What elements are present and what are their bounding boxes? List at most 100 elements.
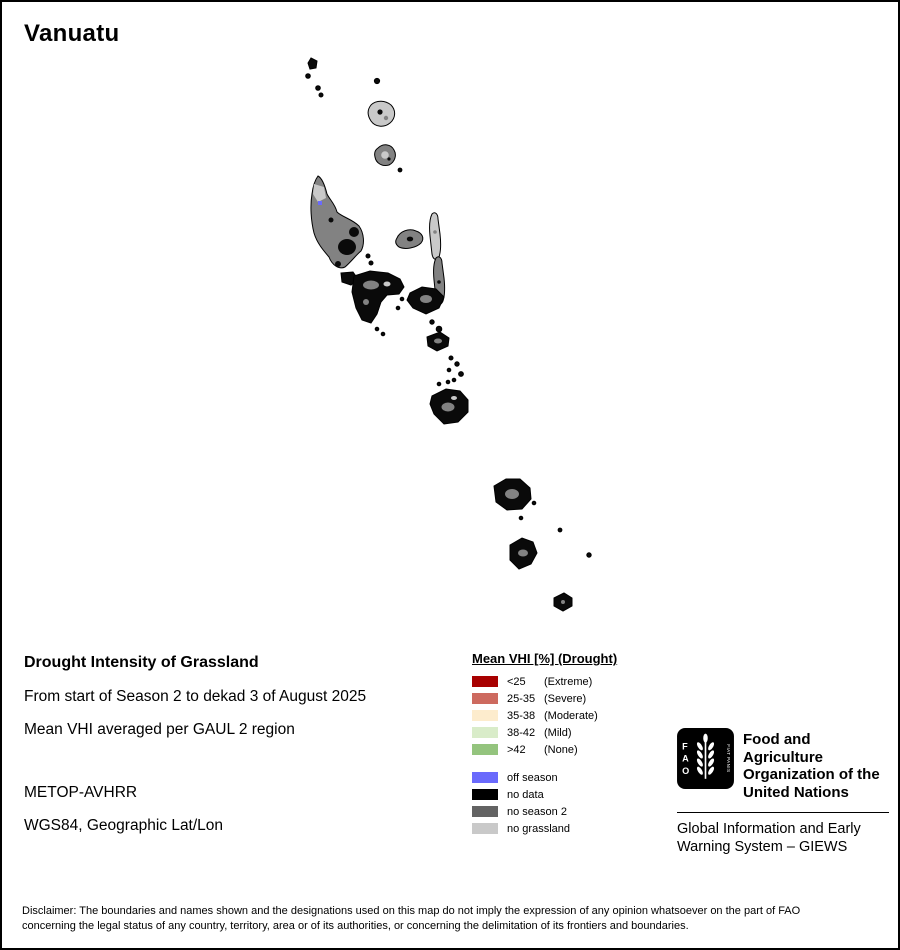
fao-logo-letter: F [682, 741, 688, 751]
map-patch [406, 236, 414, 242]
map-subtitle: Drought Intensity of Grassland [24, 654, 259, 671]
legend-label: off season [507, 771, 558, 784]
map-patch [313, 184, 326, 202]
island-hiu [307, 57, 318, 70]
map-patch [518, 549, 528, 557]
islet [380, 331, 386, 337]
legend-range: 35-38 [507, 709, 536, 722]
island-tegua [305, 73, 311, 79]
legend-item-moderate: 35-38 (Moderate) [472, 707, 662, 724]
fao-logo-icon: F A O FIAT PANIS [677, 728, 734, 789]
island-emao [445, 379, 451, 385]
map-patch [381, 151, 389, 159]
giews-name: Global Information and Early Warning Sys… [677, 820, 889, 856]
fao-logo-letter: O [682, 766, 689, 776]
disclaimer-line: Disclaimer: The boundaries and names sho… [22, 905, 801, 917]
disclaimer-line: concerning the legal status of any count… [22, 919, 689, 932]
legend-item-no-season-2: no season 2 [472, 803, 662, 820]
map-patch [383, 115, 389, 121]
legend-item-off-season: off season [472, 769, 662, 786]
legend-swatch-no-grassland [472, 823, 498, 834]
island-futuna [586, 552, 592, 558]
island-tutuba [368, 260, 374, 266]
fao-branding: F A O FIAT PANIS Food and Agriculture Or… [677, 728, 889, 856]
legend-range: <25 [507, 675, 526, 688]
map-patch [420, 295, 432, 303]
map-patch [349, 227, 359, 237]
info-sensor: METOP-AVHRR [24, 784, 138, 801]
divider [677, 812, 889, 813]
island-ureparapara [373, 77, 381, 85]
legend-swatch-no-data [472, 789, 498, 800]
legend-severity: (Moderate) [544, 709, 598, 722]
legend-item-extreme: <25 (Extreme) [472, 673, 662, 690]
fao-logo-motto: FIAT PANIS [726, 744, 731, 772]
off-season-pixel [318, 201, 322, 205]
map-patch [387, 157, 391, 161]
map-patch [433, 230, 437, 234]
island-emae [458, 371, 464, 377]
fao-logo-row: F A O FIAT PANIS Food and Agriculture Or… [677, 728, 889, 801]
map-patch [338, 239, 356, 255]
island-malakula [351, 270, 405, 324]
disclaimer: Disclaimer: The boundaries and names sho… [22, 904, 892, 933]
vanuatu-archipelago [305, 57, 592, 612]
island-tongariki [454, 361, 460, 367]
fao-name-line: Organization of the [743, 766, 880, 783]
islet [518, 515, 524, 521]
legend-item-no-grassland: no grassland [472, 820, 662, 837]
islet [531, 500, 537, 506]
islet [374, 326, 380, 332]
legend-extra-group: off season no data no season 2 no grassl… [472, 769, 662, 837]
legend-swatch-mild [472, 727, 498, 738]
map-patch [434, 338, 442, 344]
island-maewo [429, 212, 442, 260]
island-tongoa [448, 355, 454, 361]
fao-name-line: United Nations [743, 783, 849, 801]
map-patch [451, 396, 457, 400]
island-nguna [436, 381, 442, 387]
info-aggregation: Mean VHI averaged per GAUL 2 region [24, 721, 295, 738]
map-patch [561, 600, 565, 604]
legend-item-no-data: no data [472, 786, 662, 803]
island-paama [429, 319, 435, 325]
info-projection: WGS84, Geographic Lat/Lon [24, 817, 224, 834]
legend-severity: (Mild) [544, 726, 572, 739]
legend-severity: (Severe) [544, 692, 587, 705]
map-patch [505, 489, 519, 499]
map-patch [335, 261, 341, 267]
legend-swatch-moderate [472, 710, 498, 721]
island-aore [365, 253, 371, 259]
legend-range: 38-42 [507, 726, 536, 739]
legend-label: no data [507, 788, 544, 801]
legend-item-none: >42 (None) [472, 741, 662, 758]
islet [399, 296, 405, 302]
legend-title: Mean VHI [%] (Drought) [472, 651, 618, 666]
legend-severity: (Extreme) [544, 675, 593, 688]
legend-label: no season 2 [507, 805, 567, 818]
map-patch [363, 299, 369, 305]
giews-line: Global Information and Early [677, 821, 861, 837]
islet [395, 305, 401, 311]
island-mere-lava [397, 167, 403, 173]
island-aniwa [557, 527, 563, 533]
legend-swatch-extreme [472, 676, 498, 687]
legend-swatch-severe [472, 693, 498, 704]
map-title: Vanuatu [24, 20, 120, 47]
legend-swatch-off-season [472, 772, 498, 783]
info-period: From start of Season 2 to dekad 3 of Aug… [24, 688, 367, 705]
island-loh [315, 85, 321, 91]
legend-range: >42 [507, 743, 526, 756]
island-lopevi [435, 325, 443, 333]
map-patch [328, 217, 334, 223]
map-patch [437, 280, 441, 284]
legend-swatch-no-season-2 [472, 806, 498, 817]
fao-name: Food and Agriculture Organization of the… [743, 728, 889, 801]
legend: Mean VHI [%] (Drought) <25 (Extreme) 25-… [472, 651, 662, 837]
legend-severity: (None) [544, 743, 578, 756]
map-patch [441, 402, 455, 412]
legend-item-mild: 38-42 (Mild) [472, 724, 662, 741]
map-patch [383, 281, 391, 287]
island-toga [318, 92, 324, 98]
